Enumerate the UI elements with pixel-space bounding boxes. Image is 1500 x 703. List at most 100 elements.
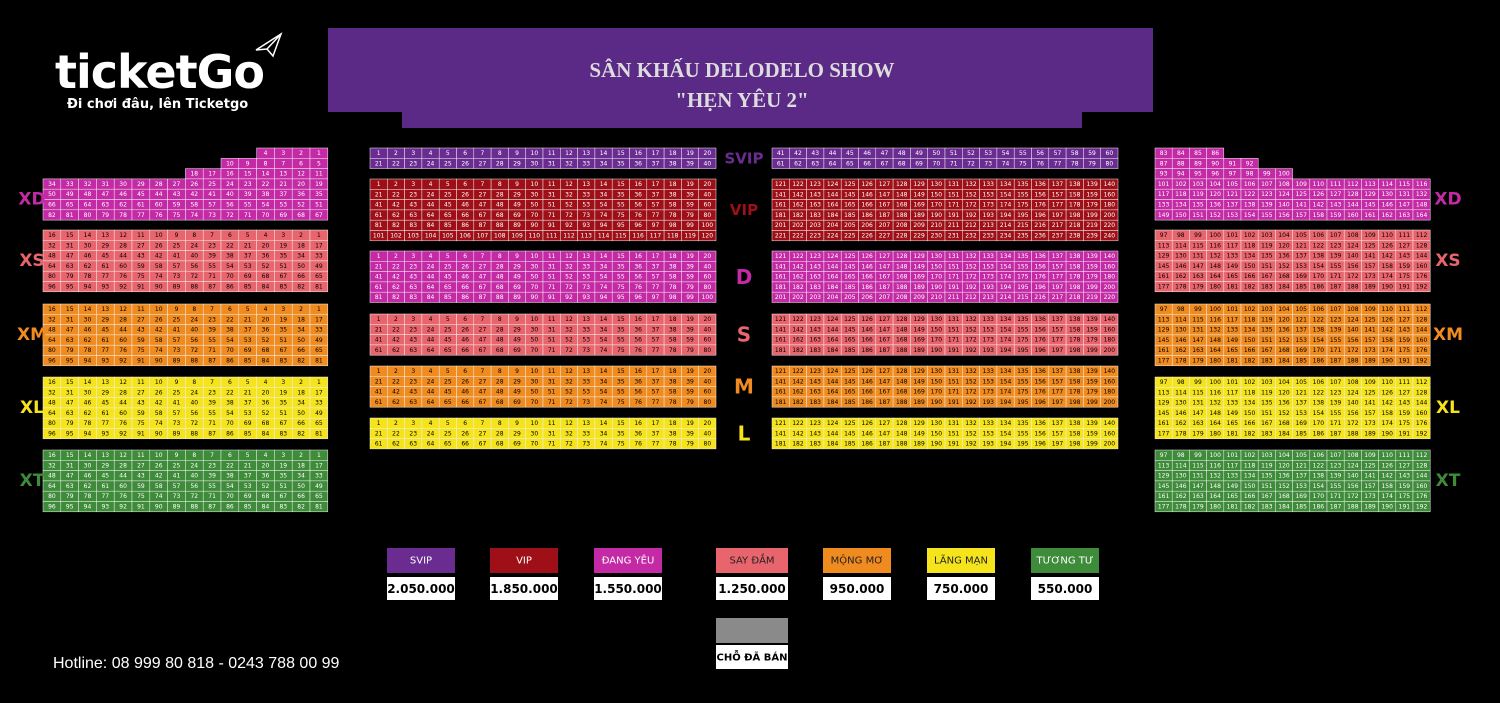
seat-number: 155 — [1330, 337, 1342, 344]
seat-number: 61 — [375, 347, 383, 354]
seat[interactable] — [698, 230, 717, 242]
seat-number: 216 — [1034, 294, 1046, 301]
seat-number: 64 — [427, 212, 435, 219]
seat-number: 17 — [315, 316, 323, 323]
seat-number: 192 — [1416, 503, 1428, 510]
brand: ticketGo — [55, 45, 264, 99]
seat[interactable] — [698, 291, 717, 303]
seat-number: 22 — [226, 462, 234, 469]
seat-number: 73 — [582, 284, 590, 291]
seat-number: 94 — [84, 430, 92, 437]
seat-number: 195 — [1017, 441, 1029, 448]
seat-number: 45 — [444, 389, 452, 396]
seat-number: 27 — [137, 389, 145, 396]
seat-number: 66 — [461, 212, 469, 219]
seat-number: 12 — [565, 181, 573, 188]
seat-number: 25 — [444, 263, 452, 270]
seat-number: 113 — [581, 232, 593, 239]
stage-title: SÂN KHẤU DELODELO SHOW — [589, 58, 894, 82]
seat[interactable] — [1412, 501, 1431, 513]
seat-number: 32 — [565, 160, 573, 167]
seat[interactable] — [309, 428, 329, 440]
seat[interactable] — [309, 355, 329, 367]
seat-number: 208 — [896, 294, 908, 301]
seat[interactable] — [1100, 344, 1119, 356]
seat-number: 71 — [548, 399, 556, 406]
seat[interactable] — [1100, 396, 1119, 408]
seat-number: 145 — [1158, 483, 1170, 490]
seat-number: 28 — [496, 378, 504, 385]
seat-number: 139 — [1261, 201, 1273, 208]
seat-number: 75 — [617, 212, 625, 219]
seat-number: 38 — [226, 327, 234, 334]
seat-number: 192 — [965, 212, 977, 219]
seat-number: 3 — [281, 452, 285, 459]
seat-number: 57 — [652, 337, 660, 344]
seat[interactable] — [309, 281, 329, 293]
seat-number: 131 — [1192, 253, 1204, 260]
seat-number: 191 — [948, 212, 960, 219]
seat-number: 190 — [931, 284, 943, 291]
seat[interactable] — [1100, 438, 1119, 450]
seat-number: 62 — [392, 347, 400, 354]
seat-number: 80 — [704, 347, 712, 354]
seat[interactable] — [1100, 158, 1119, 169]
seat-number: 107 — [1330, 306, 1342, 313]
seat-number: 130 — [1381, 191, 1393, 198]
seat-number: 88 — [190, 430, 198, 437]
seat-number: 26 — [461, 191, 469, 198]
seat[interactable] — [1412, 281, 1431, 293]
seat-number: 33 — [315, 327, 323, 334]
seat-number: 139 — [1086, 181, 1098, 188]
seat-number: 133 — [983, 316, 995, 323]
legend-price-box — [823, 577, 891, 600]
seat-number: 179 — [1192, 357, 1204, 364]
seat-number: 138 — [1069, 368, 1081, 375]
seat-number: 38 — [669, 160, 677, 167]
seat[interactable] — [309, 209, 329, 221]
seat-number: 168 — [1278, 420, 1290, 427]
seat-number: 184 — [827, 284, 839, 291]
seat-number: 189 — [1364, 503, 1376, 510]
seat[interactable] — [698, 438, 717, 450]
seat-number: 101 — [373, 232, 385, 239]
seat[interactable] — [309, 501, 329, 513]
seat[interactable] — [1412, 428, 1431, 440]
seat-number: 1 — [377, 368, 381, 375]
seat-number: 127 — [1330, 191, 1342, 198]
seat-number: 131 — [948, 316, 960, 323]
seat-number: 27 — [479, 378, 487, 385]
seat-number: 6 — [228, 379, 232, 386]
seat[interactable] — [1100, 230, 1119, 242]
seat-number: 186 — [1313, 283, 1325, 290]
seat[interactable] — [1412, 209, 1431, 221]
seat-number: 158 — [1381, 483, 1393, 490]
seat-number: 43 — [137, 473, 145, 480]
seat-number: 85 — [444, 222, 452, 229]
seat-number: 162 — [1175, 273, 1187, 280]
seat-number: 96 — [634, 294, 642, 301]
seat-number: 103 — [1261, 452, 1273, 459]
seat-number: 163 — [810, 274, 822, 281]
seat[interactable] — [698, 396, 717, 408]
seat-number: 60 — [155, 201, 163, 208]
seat-number: 32 — [84, 181, 92, 188]
seat[interactable] — [698, 158, 717, 169]
seat-number: 36 — [634, 160, 642, 167]
seat-number: 47 — [479, 389, 487, 396]
seat-number: 99 — [1194, 379, 1202, 386]
seat-number: 169 — [913, 202, 925, 209]
seat-number: 142 — [1381, 253, 1393, 260]
seat-number: 148 — [1209, 337, 1221, 344]
seat-number: 50 — [531, 337, 539, 344]
seat-number: 88 — [496, 294, 504, 301]
seat-number: 27 — [137, 242, 145, 249]
seat-number: 222 — [792, 232, 804, 239]
seat-number: 74 — [600, 399, 608, 406]
seat-number: 150 — [931, 191, 943, 198]
seat[interactable] — [1100, 291, 1119, 303]
seat[interactable] — [698, 344, 717, 356]
seat[interactable] — [1412, 355, 1431, 367]
seat-number: 142 — [1313, 201, 1325, 208]
seat-number: 81 — [375, 222, 383, 229]
